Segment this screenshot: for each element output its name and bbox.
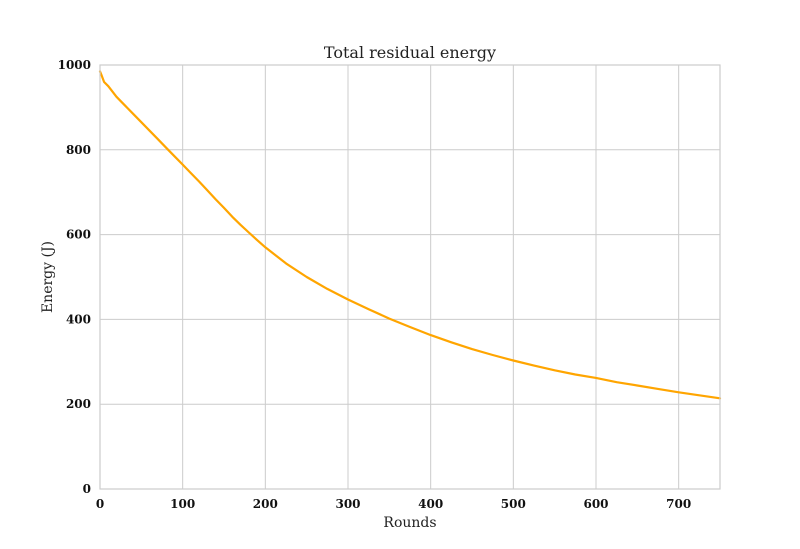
x-tick-label: 100 <box>170 497 195 511</box>
x-tick-labels: 0 100 200 300 400 500 600 700 <box>96 497 691 511</box>
series-layer <box>98 70 722 400</box>
grid <box>99 64 720 490</box>
x-tick-label: 700 <box>666 497 691 511</box>
energy-series-line <box>98 70 722 400</box>
y-tick-label: 0 <box>83 482 91 496</box>
y-tick-labels: 0 200 400 600 800 1000 <box>58 58 91 496</box>
x-tick-label: 200 <box>253 497 278 511</box>
x-tick-label: 400 <box>418 497 443 511</box>
plot-frame <box>99 64 721 490</box>
x-axis-label: Rounds <box>383 515 436 531</box>
x-tick-label: 300 <box>335 497 360 511</box>
x-tick-label: 0 <box>96 497 104 511</box>
x-tick-label: 500 <box>501 497 526 511</box>
y-tick-label: 400 <box>66 312 91 326</box>
chart-title: Total residual energy <box>324 43 496 62</box>
y-tick-label: 800 <box>66 143 91 157</box>
y-tick-label: 600 <box>66 228 91 242</box>
y-tick-label: 200 <box>66 397 91 411</box>
y-tick-label: 1000 <box>58 58 91 72</box>
y-axis-label: Energy (J) <box>40 241 56 313</box>
x-tick-label: 600 <box>583 497 608 511</box>
